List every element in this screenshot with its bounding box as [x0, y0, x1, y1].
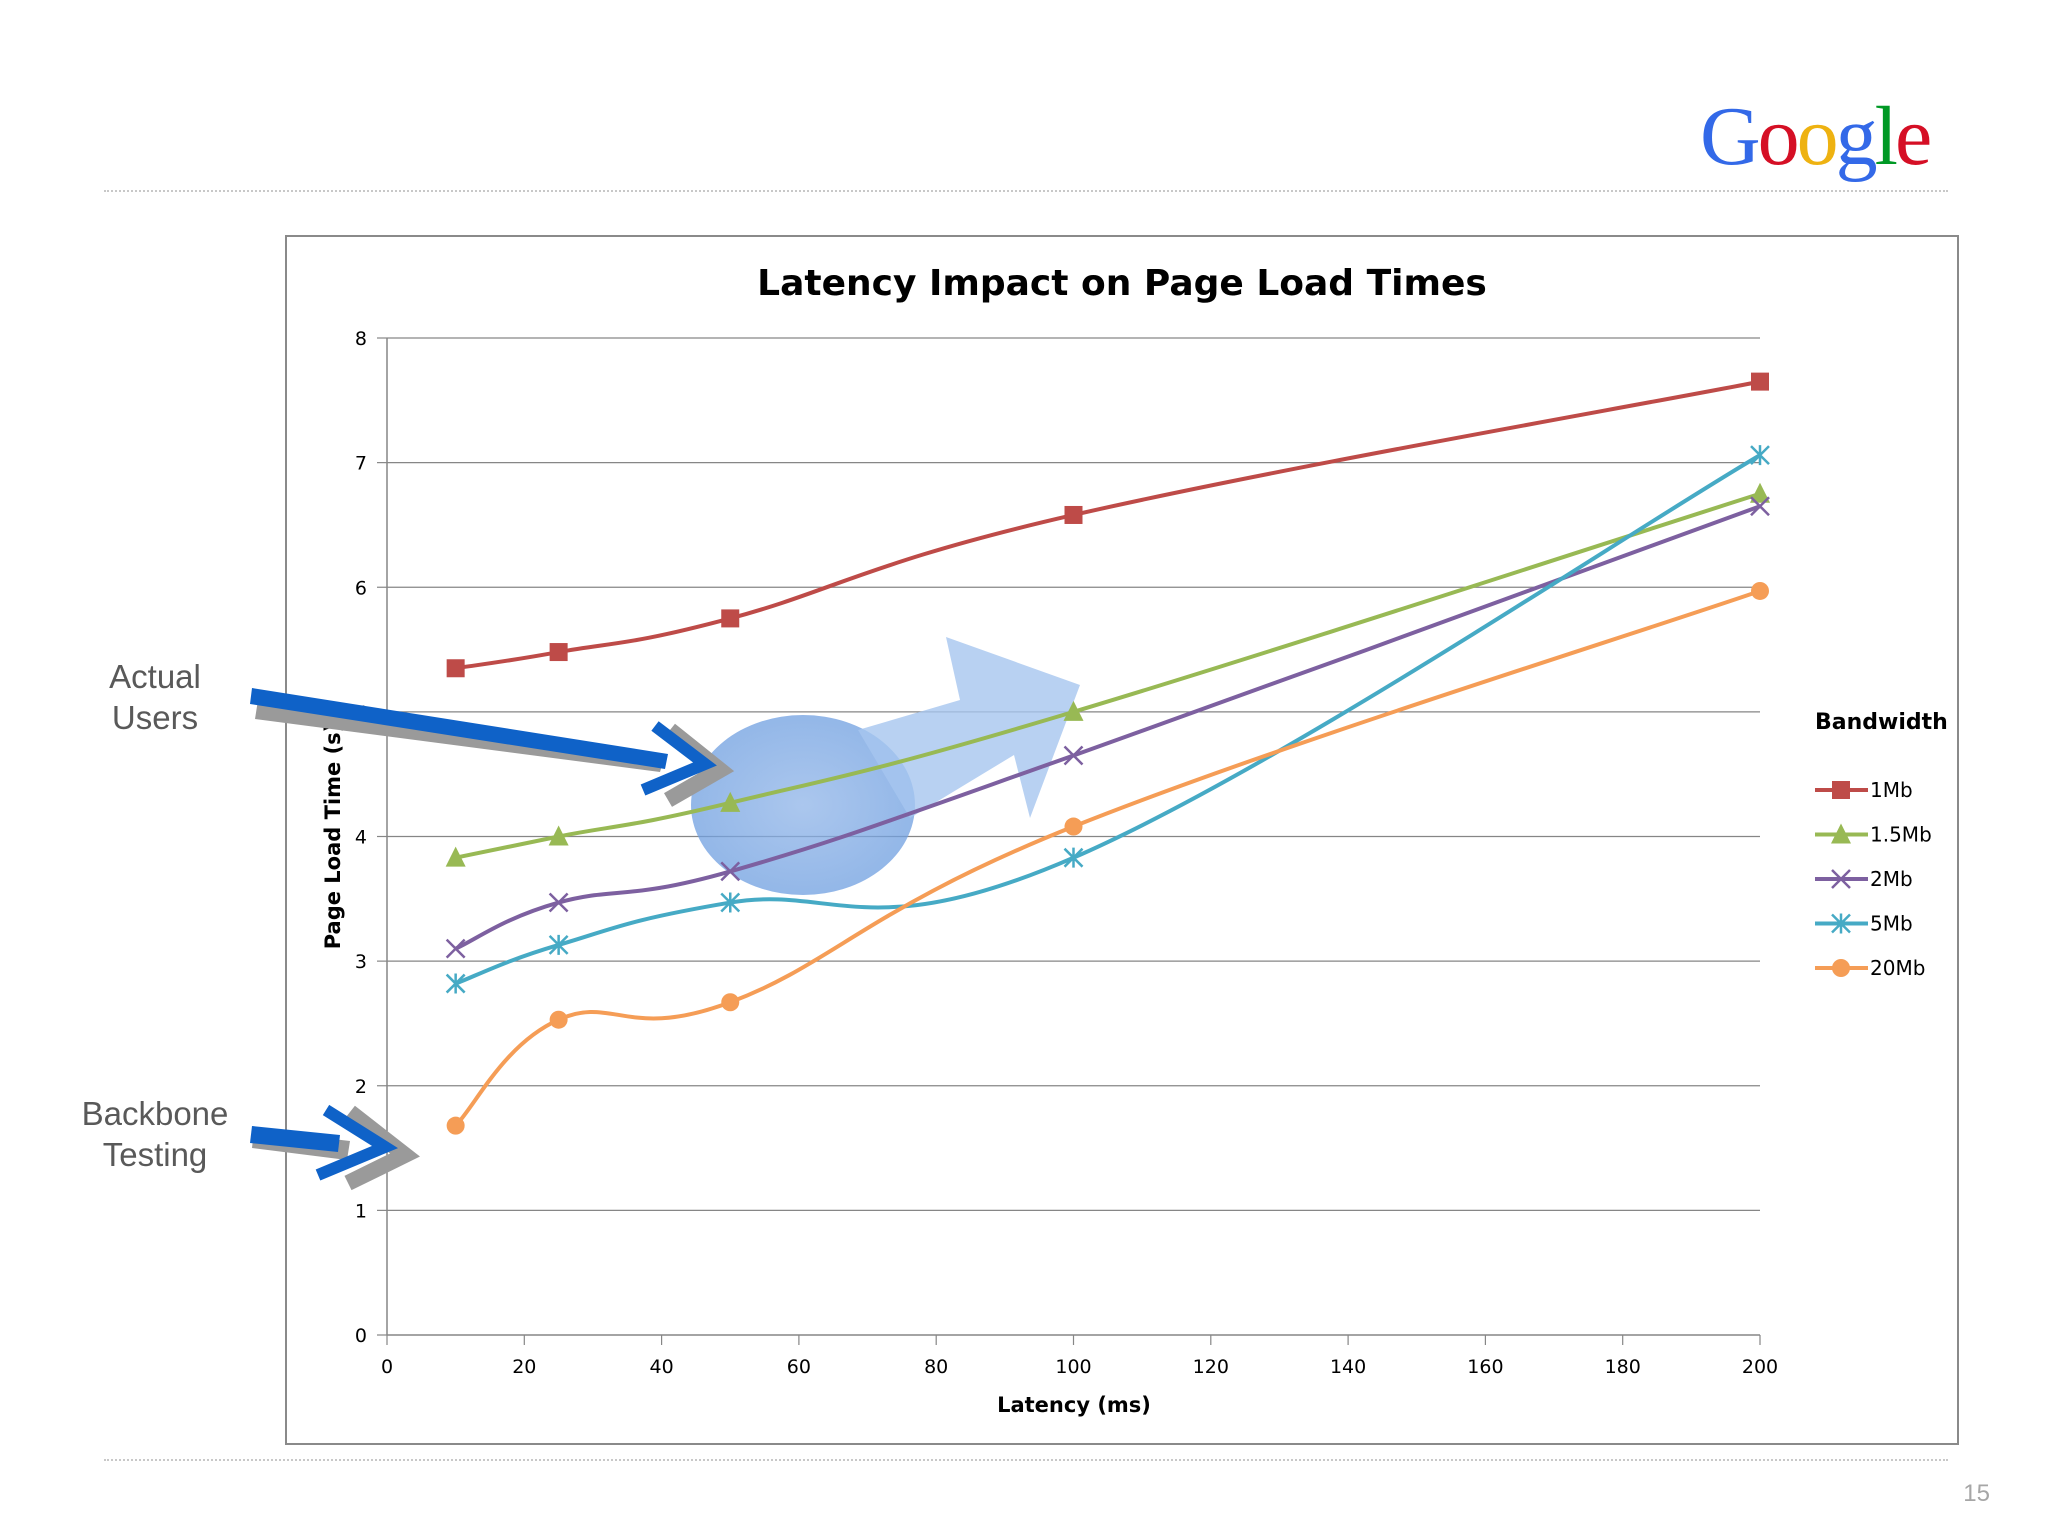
data-point	[549, 1010, 568, 1029]
series-line	[455, 379, 1761, 671]
legend-label: 1.5Mb	[1870, 823, 1932, 847]
data-point	[1750, 496, 1770, 517]
y-tick-label: 3	[355, 951, 367, 973]
legend-label: 20Mb	[1870, 956, 1925, 980]
logo-letter: g	[1835, 90, 1878, 183]
series-line	[454, 453, 1762, 986]
data-point	[720, 861, 741, 882]
y-tick-label: 8	[355, 328, 367, 350]
actual-users-arrow	[250, 688, 735, 807]
y-tick-label: 1	[355, 1200, 367, 1222]
page-number: 15	[1963, 1480, 1990, 1507]
data-point	[1751, 372, 1769, 391]
logo-letter: e	[1895, 90, 1932, 183]
x-tick-label: 40	[650, 1356, 674, 1378]
y-tick-label: 0	[355, 1325, 367, 1347]
grid-lines	[377, 337, 1761, 1345]
legend-title: Bandwidth	[1815, 710, 1948, 735]
x-tick-label: 60	[787, 1356, 811, 1378]
actual-users-label: Actual Users	[109, 658, 201, 736]
data-point	[1064, 817, 1083, 836]
x-tick-labels: 0 20 40 60 80 100 120 140 160 180 200	[381, 1356, 1778, 1378]
logo-letter: G	[1700, 90, 1761, 183]
data-point	[721, 993, 740, 1012]
x-axis-label: Latency (ms)	[997, 1393, 1151, 1417]
data-point	[721, 609, 740, 628]
y-tick-label: 2	[355, 1076, 367, 1098]
x-tick-label: 180	[1605, 1356, 1641, 1378]
x-tick-label: 100	[1055, 1356, 1091, 1378]
chart-title: Latency Impact on Page Load Times	[757, 263, 1487, 304]
x-tick-label: 160	[1467, 1356, 1503, 1378]
logo-letter: o	[1757, 90, 1800, 183]
data-point	[1831, 823, 1851, 844]
data-point	[549, 643, 568, 662]
data-point	[1831, 869, 1851, 889]
data-point	[720, 791, 741, 812]
data-point	[548, 825, 569, 846]
data-point	[446, 1116, 465, 1135]
top-divider	[104, 190, 1948, 192]
data-point	[445, 938, 466, 959]
arrow-head	[315, 1104, 398, 1181]
x-tick-label: 0	[381, 1356, 393, 1378]
x-tick-label: 20	[512, 1356, 536, 1378]
google-logo: Google	[1700, 88, 1960, 198]
highlight-blob	[691, 715, 915, 895]
data-point	[445, 846, 466, 867]
arrow-shaft	[250, 688, 668, 769]
data-point	[1750, 482, 1770, 503]
data-point	[445, 973, 466, 994]
series-line	[455, 491, 1761, 860]
y-tick-label: 4	[355, 827, 367, 849]
data-point	[1750, 445, 1770, 466]
y-axis-label: Page Load Time (s)	[321, 723, 345, 950]
backbone-testing-label: Backbone Testing	[81, 1095, 229, 1173]
series-line	[454, 589, 1761, 1128]
data-series	[445, 372, 1770, 1135]
data-point	[1063, 847, 1084, 868]
data-point	[1063, 745, 1084, 766]
logo-letter: o	[1796, 90, 1839, 183]
logo-letter: l	[1874, 90, 1898, 183]
data-point	[1063, 700, 1084, 721]
legend: Bandwidth 1Mb 1.5Mb 2Mb 5Mb 20Mb	[1815, 710, 1948, 980]
legend-label: 1Mb	[1870, 778, 1913, 802]
legend-label: 5Mb	[1870, 912, 1913, 936]
x-tick-label: 120	[1193, 1356, 1229, 1378]
y-tick-label: 6	[355, 577, 367, 599]
data-point	[548, 892, 569, 913]
x-tick-label: 140	[1330, 1356, 1366, 1378]
data-point	[1832, 959, 1850, 977]
data-point	[1831, 913, 1851, 934]
data-point	[720, 892, 741, 913]
x-tick-label: 200	[1742, 1356, 1778, 1378]
bottom-divider	[104, 1459, 1948, 1461]
legend-label: 2Mb	[1870, 867, 1913, 891]
arrow-shadow-head	[344, 1105, 420, 1191]
data-point	[1832, 781, 1850, 799]
y-tick-labels: 012345678	[355, 328, 367, 1347]
data-point	[1751, 581, 1769, 600]
y-tick-label: 7	[355, 453, 367, 475]
x-tick-label: 80	[924, 1356, 948, 1378]
data-point	[446, 659, 465, 678]
backbone-testing-arrow	[250, 1104, 420, 1191]
arrow-head	[640, 721, 717, 796]
data-point	[548, 934, 569, 955]
data-point	[1064, 505, 1083, 524]
series-line	[454, 504, 1761, 951]
arrow-shaft	[250, 1126, 340, 1152]
